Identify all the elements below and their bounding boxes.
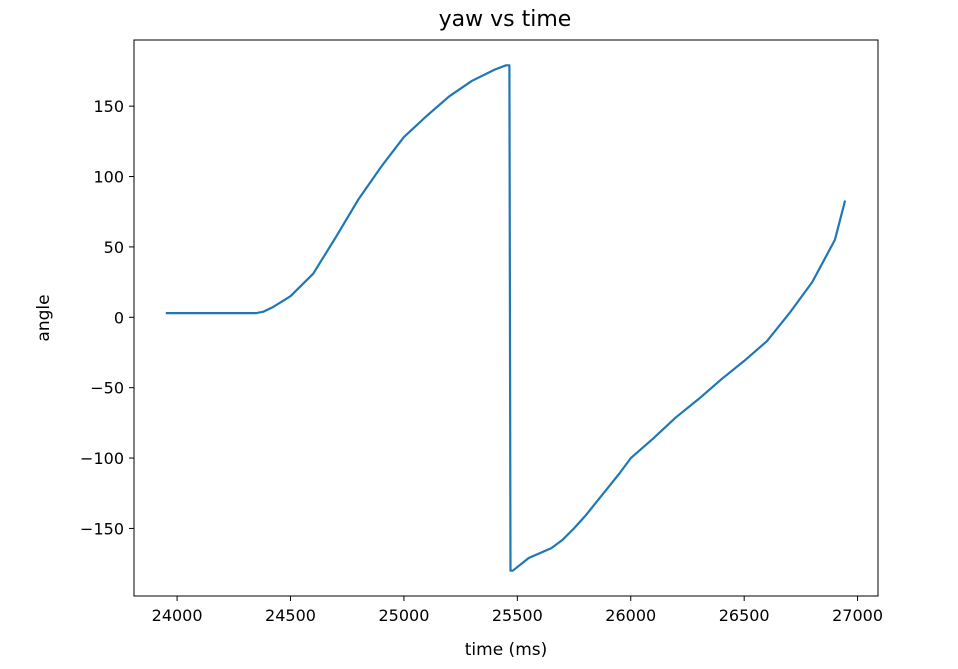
- y-tick-label: 50: [104, 238, 124, 257]
- x-tick-label: 25000: [378, 606, 429, 625]
- y-tick-label: −100: [80, 449, 124, 468]
- plot-content: [165, 64, 847, 572]
- y-tick-label: 100: [93, 168, 124, 187]
- y-tick-label: −50: [90, 379, 124, 398]
- x-tick-label: 24000: [152, 606, 203, 625]
- x-tick-label: 26500: [719, 606, 770, 625]
- yaw-series-line: [165, 64, 847, 572]
- x-tick-label: 27000: [832, 606, 883, 625]
- x-axis-label: time (ms): [465, 640, 548, 660]
- x-axis-ticks: 24000 24500 25000 25500 26000 26500 27000: [152, 596, 883, 625]
- x-tick-label: 25500: [492, 606, 543, 625]
- plot-area-frame: [133, 39, 879, 597]
- y-axis-ticks: 150 100 50 0 −50 −100 −150: [80, 97, 134, 538]
- y-axis-label: angle: [34, 294, 54, 341]
- y-tick-label: 150: [93, 97, 124, 116]
- chart-title: yaw vs time: [439, 7, 572, 32]
- x-tick-label: 24500: [265, 606, 316, 625]
- y-tick-label: −150: [80, 519, 124, 538]
- y-tick-label: 0: [114, 308, 124, 327]
- x-tick-label: 26000: [605, 606, 656, 625]
